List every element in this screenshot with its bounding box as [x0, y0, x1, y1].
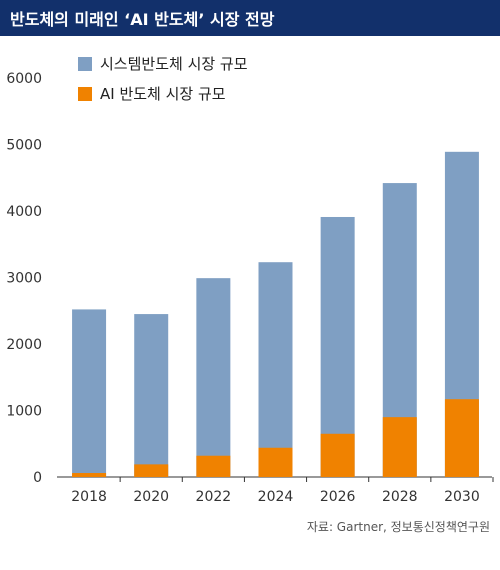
y-tick-label: 1000 — [6, 404, 42, 420]
x-tick-label: 2020 — [133, 489, 169, 505]
legend-label: 시스템반도체 시장 규모 — [100, 55, 248, 73]
y-tick-label: 2000 — [6, 337, 42, 353]
bar-ai — [72, 473, 107, 477]
bar-ai — [444, 399, 479, 477]
x-tick-label: 2024 — [258, 489, 294, 505]
x-tick-label: 2022 — [196, 489, 232, 505]
bar-system — [134, 314, 169, 477]
y-tick-label: 5000 — [6, 138, 42, 154]
x-tick-label: 2026 — [320, 489, 356, 505]
y-tick-label: 4000 — [6, 204, 42, 220]
legend-swatch — [78, 57, 92, 71]
y-tick-label: 0 — [33, 470, 42, 486]
bar-chart: 0 1000 2000 3000 4000 5000 6000 2018 2020 2022 202… — [6, 55, 494, 505]
bar-system — [320, 216, 355, 478]
bar-system — [196, 278, 231, 477]
bar-ai — [382, 417, 417, 477]
chart-title-text: 반도체의 미래인 ‘AI 반도체’ 시장 전망 — [10, 10, 275, 29]
bar-ai — [258, 447, 293, 477]
bar-system — [258, 262, 293, 477]
legend-label: AI 반도체 시장 규모 — [100, 85, 226, 103]
x-tick-label: 2030 — [444, 489, 480, 505]
y-tick-label: 3000 — [6, 271, 42, 287]
chart-title: 반도체의 미래인 ‘AI 반도체’ 시장 전망 — [0, 0, 500, 36]
legend-swatch — [78, 87, 92, 101]
y-tick-label: 6000 — [6, 71, 42, 87]
bar-ai — [134, 464, 169, 477]
x-tick-label: 2028 — [382, 489, 418, 505]
bar-ai — [320, 433, 355, 477]
x-tick-label: 2018 — [71, 489, 107, 505]
bar-system — [72, 309, 107, 477]
source-note: 자료: Gartner, 정보통신정책연구원 — [306, 520, 490, 534]
bar-ai — [196, 455, 231, 477]
